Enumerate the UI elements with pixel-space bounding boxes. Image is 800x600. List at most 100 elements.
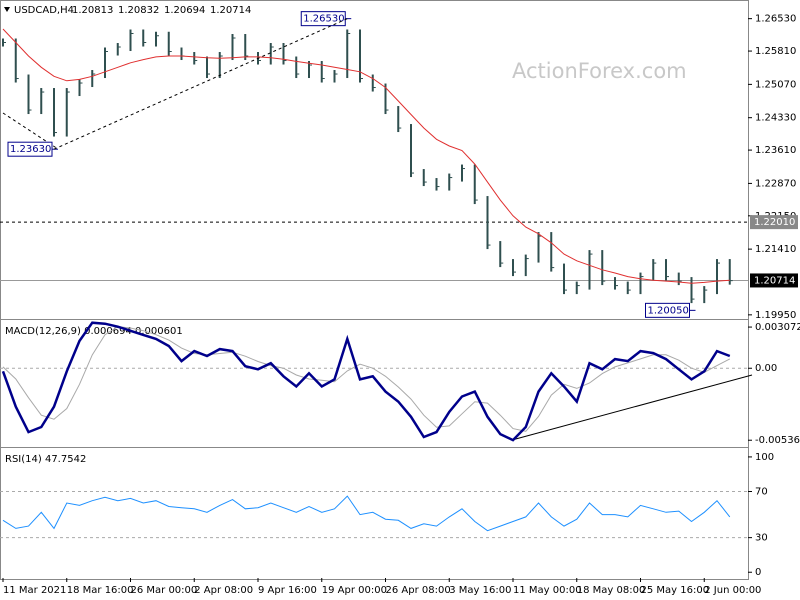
price-bar	[129, 29, 132, 52]
x-tick-label: 2 Apr 08:00	[194, 585, 253, 596]
header-value: 1.20714	[210, 5, 251, 16]
annotation-box	[7, 141, 53, 157]
series-line	[2, 326, 731, 432]
y-tick-label: 1.25810	[755, 46, 796, 57]
y-tick-label: 0.003072	[755, 322, 800, 333]
y-tick-label: 70	[755, 487, 768, 498]
price-bar	[308, 61, 310, 79]
x-tick-label: 11 May 00:00	[513, 585, 582, 596]
header-value: 1.20832	[118, 5, 159, 16]
price-bar	[486, 196, 489, 250]
series-line	[2, 495, 731, 532]
price-level-label: 1.22010	[754, 217, 795, 228]
series-line	[1, 321, 731, 442]
price-bar	[716, 259, 718, 295]
y-tick-label: 1.25070	[755, 79, 796, 90]
annotation-box	[645, 302, 690, 318]
price-bar	[703, 286, 706, 304]
price-bar	[155, 31, 157, 47]
y-tick-label: 1.22870	[755, 178, 796, 189]
x-tick-label: 26 Mar 00:00	[131, 585, 198, 596]
price-bar	[167, 31, 170, 56]
x-tick-label: 11 Mar 2021	[3, 585, 66, 596]
macd-trend-line	[511, 374, 753, 441]
watermark: ActionForex.com	[512, 59, 687, 83]
x-tick-label: 18 Mar 16:00	[67, 585, 134, 596]
y-tick-label: -0.005369	[755, 435, 800, 446]
x-tick-label: 3 May 16:00	[449, 585, 511, 596]
price-bar	[588, 250, 591, 290]
price-bar	[104, 47, 106, 79]
price-bar	[231, 34, 234, 61]
x-tick-label: 26 Apr 08:00	[386, 585, 451, 596]
y-tick-label: 1.23610	[755, 145, 796, 156]
price-bar	[282, 43, 285, 65]
price-bar	[142, 29, 145, 47]
y-tick-label: 1.21410	[755, 244, 796, 255]
price-bar	[91, 70, 94, 88]
y-tick-label: 1.19950	[755, 310, 796, 321]
price-bar	[53, 88, 55, 137]
price-bar	[410, 124, 412, 178]
y-tick-label: 100	[755, 452, 774, 463]
y-tick-label: 1.24330	[755, 113, 796, 124]
price-level-box	[750, 273, 798, 288]
annotation-label: 1.20050	[648, 305, 689, 316]
x-tick-label: 19 Apr 00:00	[322, 585, 387, 596]
price-bar	[65, 88, 68, 137]
x-tick-label: 18 May 08:00	[577, 585, 646, 596]
price-bar	[665, 259, 667, 281]
price-bar	[575, 281, 578, 295]
price-bar	[601, 250, 604, 286]
price-bar	[461, 164, 463, 182]
price-bar	[193, 52, 196, 65]
price-bar	[40, 88, 43, 115]
price-bar	[512, 259, 514, 277]
price-bar	[206, 56, 208, 79]
price-bar	[422, 169, 425, 187]
price-bar	[473, 164, 476, 205]
price-bar	[563, 263, 565, 295]
price-bar	[78, 79, 81, 97]
price-bar	[652, 259, 655, 281]
price-bar	[116, 43, 119, 56]
price-bar	[499, 241, 502, 268]
price-bar	[435, 178, 438, 191]
price-bar	[371, 74, 374, 92]
x-tick-label: 25 May 16:00	[641, 585, 710, 596]
price-bar	[346, 29, 349, 79]
price-bar	[359, 29, 361, 83]
price-level-box	[750, 215, 798, 230]
price-bar	[690, 277, 693, 304]
y-tick-label: 1.26530	[755, 14, 796, 25]
annotation-label: 1.23630	[10, 144, 51, 155]
price-bar	[244, 34, 247, 61]
y-tick-label: 0	[755, 567, 761, 578]
price-bar	[550, 232, 553, 272]
price-bar	[180, 47, 183, 61]
price-bar	[626, 281, 629, 295]
header-value: 1.20813	[72, 5, 113, 16]
menu-triangle	[4, 7, 10, 12]
y-tick-label: 30	[755, 533, 768, 544]
price-bar	[677, 272, 680, 286]
price-bar	[14, 38, 17, 83]
price-bar	[397, 106, 400, 133]
y-tick-label: 0.00	[755, 363, 777, 374]
price-bar	[448, 173, 451, 191]
x-tick-label: 2 Jun 00:00	[704, 585, 761, 596]
price-level-label: 1.20714	[754, 275, 795, 286]
header-symbol: USDCAD,H4	[14, 5, 74, 16]
price-bar	[320, 61, 323, 83]
price-bar	[27, 74, 30, 115]
x-tick-label: 9 Apr 16:00	[258, 585, 317, 596]
annotation-label: 1.26530	[303, 14, 344, 25]
price-bar	[639, 272, 642, 295]
series-line	[2, 28, 730, 284]
rsi-title: RSI(14) 47.7542	[5, 454, 86, 465]
annotation-box	[300, 11, 346, 27]
price-bar	[295, 56, 298, 79]
price-bar	[269, 43, 272, 65]
frame	[0, 0, 749, 580]
